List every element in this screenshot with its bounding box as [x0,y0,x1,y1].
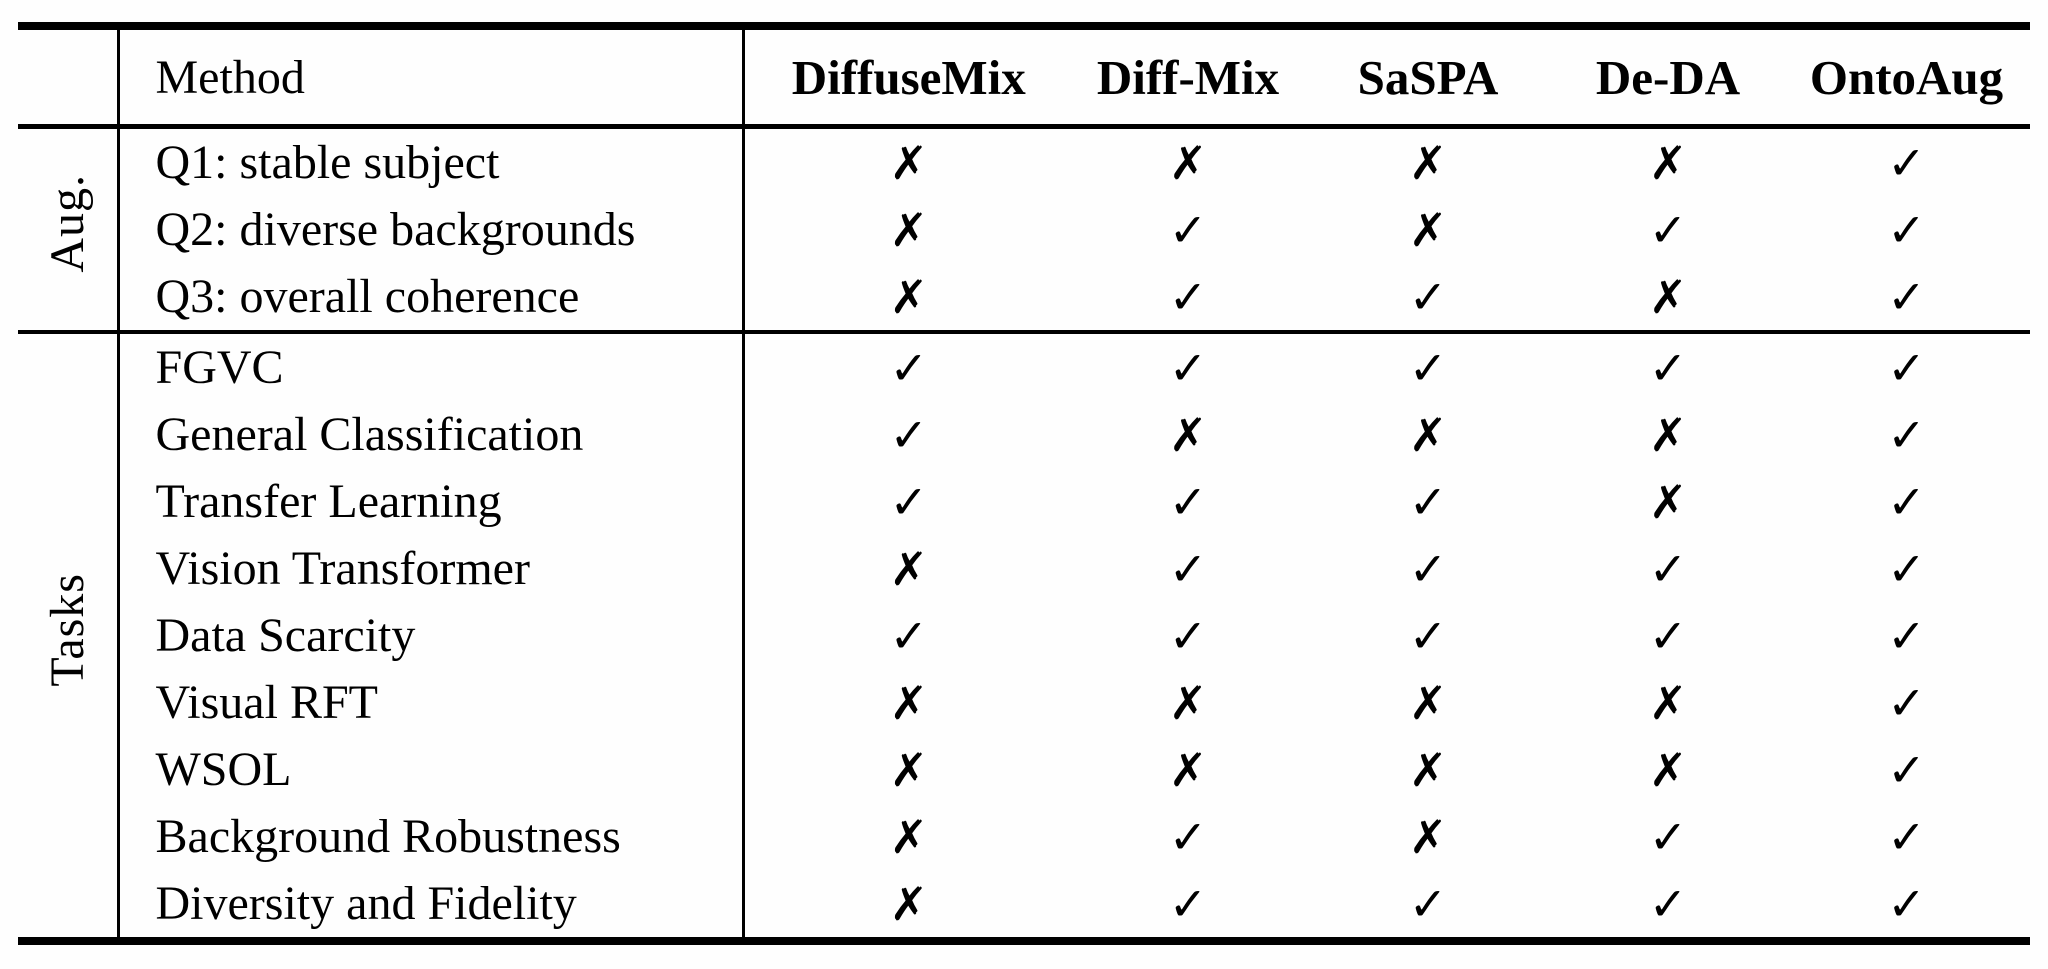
column-header-diff-mix: Diff-Mix [1073,26,1303,129]
table-row: Q2: diverse backgrounds ✗ ✓ ✗ ✓ ✓ [18,196,2030,263]
row-label-background-robustness: Background Robustness [116,803,745,870]
check-icon: ✓ [1408,474,1448,529]
check-icon: ✓ [1648,608,1688,663]
row-label-diversity-and-fidelity: Diversity and Fidelity [116,870,745,941]
check-icon: ✓ [889,608,929,663]
x-icon: ✗ [1168,407,1208,462]
table-row: Background Robustness ✗ ✓ ✗ ✓ ✓ [18,803,2030,870]
check-icon: ✓ [1887,202,1926,257]
section-cell-aug: Aug. [18,126,118,334]
table-row: Data Scarcity ✓ ✓ ✓ ✓ ✓ [18,602,2030,669]
check-icon: ✓ [1887,474,1926,529]
x-icon: ✗ [889,876,929,931]
row-label-q2-diverse-backgrounds: Q2: diverse backgrounds [116,196,745,263]
x-icon: ✗ [1553,263,1783,334]
x-icon: ✗ [1168,742,1208,797]
x-icon: ✗ [889,742,929,797]
check-icon: ✓ [1887,809,1926,864]
section-label-tasks: Tasks [40,572,94,687]
check-icon: ✓ [1303,263,1553,334]
x-icon: ✗ [1408,675,1448,730]
check-icon: ✓ [1783,263,2030,334]
check-icon: ✓ [1887,340,1926,395]
x-icon: ✗ [1408,809,1448,864]
check-icon: ✓ [1408,608,1448,663]
check-icon: ✓ [1887,407,1926,462]
row-label-vision-transformer: Vision Transformer [116,535,745,602]
row-label-visual-rft: Visual RFT [116,669,745,736]
column-header-saspa: SaSPA [1303,26,1553,129]
row-label-data-scarcity: Data Scarcity [116,602,745,669]
check-icon: ✓ [1073,263,1303,334]
x-icon: ✗ [1648,675,1688,730]
row-label-general-classification: General Classification [116,401,745,468]
header-row: Method DiffuseMix Diff-Mix SaSPA De-DA OntoA… [18,26,2030,129]
check-icon: ✓ [1887,876,1926,931]
table-row: Tasks FGVC ✓ ✓ ✓ ✓ ✓ [18,332,2030,686]
check-icon: ✓ [1168,876,1208,931]
x-icon: ✗ [1648,407,1688,462]
check-icon: ✓ [1408,876,1448,931]
column-header-de-da: De-DA [1553,26,1783,129]
x-icon: ✗ [1168,135,1208,190]
x-icon: ✗ [1168,675,1208,730]
check-icon: ✓ [889,474,929,529]
table-row: Vision Transformer ✗ ✓ ✓ ✓ ✓ [18,535,2030,602]
x-icon: ✗ [889,675,929,730]
x-icon: ✗ [1408,742,1448,797]
check-icon: ✓ [1408,541,1448,596]
check-icon: ✓ [1648,876,1688,931]
check-icon: ✓ [1168,474,1208,529]
table-row: General Classification ✓ ✗ ✗ ✗ ✓ [18,401,2030,468]
table-row: Diversity and Fidelity ✗ ✓ ✓ ✓ ✓ [18,870,2030,941]
row-label-q1-stable-subject: Q1: stable subject [116,126,745,196]
row-label-fgvc: FGVC [116,332,745,401]
x-icon: ✗ [889,202,929,257]
check-icon: ✓ [1887,608,1926,663]
row-label-wsol: WSOL [116,736,745,803]
x-icon: ✗ [1408,407,1448,462]
x-icon: ✗ [1648,742,1688,797]
corner-cell [18,26,118,129]
row-label-q3-overall-coherence: Q3: overall coherence [116,263,745,334]
x-icon: ✗ [1408,202,1448,257]
check-icon: ✓ [1648,809,1688,864]
x-icon: ✗ [743,263,1073,334]
check-icon: ✓ [1648,541,1688,596]
check-icon: ✓ [889,340,929,395]
check-icon: ✓ [1887,742,1926,797]
x-icon: ✗ [889,809,929,864]
check-icon: ✓ [1648,340,1688,395]
table-body: Aug. Q1: stable subject ✗ ✗ ✗ ✗ ✓ Q2: diverse b… [18,126,2030,941]
check-icon: ✓ [1648,202,1688,257]
x-icon: ✗ [1648,135,1688,190]
check-icon: ✓ [1887,675,1926,730]
check-icon: ✓ [1168,608,1208,663]
check-icon: ✓ [1887,541,1926,596]
row-label-transfer-learning: Transfer Learning [116,468,745,535]
x-icon: ✗ [1648,474,1688,529]
x-icon: ✗ [889,541,929,596]
method-column-header: Method [116,26,745,129]
check-icon: ✓ [889,407,929,462]
table-row: Visual RFT ✗ ✗ ✗ ✗ ✓ [18,669,2030,736]
section-cell-tasks: Tasks [18,332,118,941]
check-icon: ✓ [1887,135,1926,190]
table-row: WSOL ✗ ✗ ✗ ✗ ✓ [18,736,2030,803]
column-header-ontoaug: OntoAug [1783,26,2030,129]
check-icon: ✓ [1168,809,1208,864]
method-comparison-table: Method DiffuseMix Diff-Mix SaSPA De-DA OntoA… [18,22,2030,945]
x-icon: ✗ [889,135,929,190]
check-icon: ✓ [1168,340,1208,395]
check-icon: ✓ [1168,202,1208,257]
column-header-diffusemix: DiffuseMix [743,26,1073,129]
x-icon: ✗ [1408,135,1448,190]
check-icon: ✓ [1168,541,1208,596]
check-icon: ✓ [1408,340,1448,395]
table-row: Aug. Q1: stable subject ✗ ✗ ✗ ✗ ✓ [18,126,2030,334]
table-row: Transfer Learning ✓ ✓ ✓ ✗ ✓ [18,468,2030,535]
section-label-aug: Aug. [40,174,94,273]
table-row: Q3: overall coherence ✗ ✓ ✓ ✗ ✓ [18,263,2030,334]
